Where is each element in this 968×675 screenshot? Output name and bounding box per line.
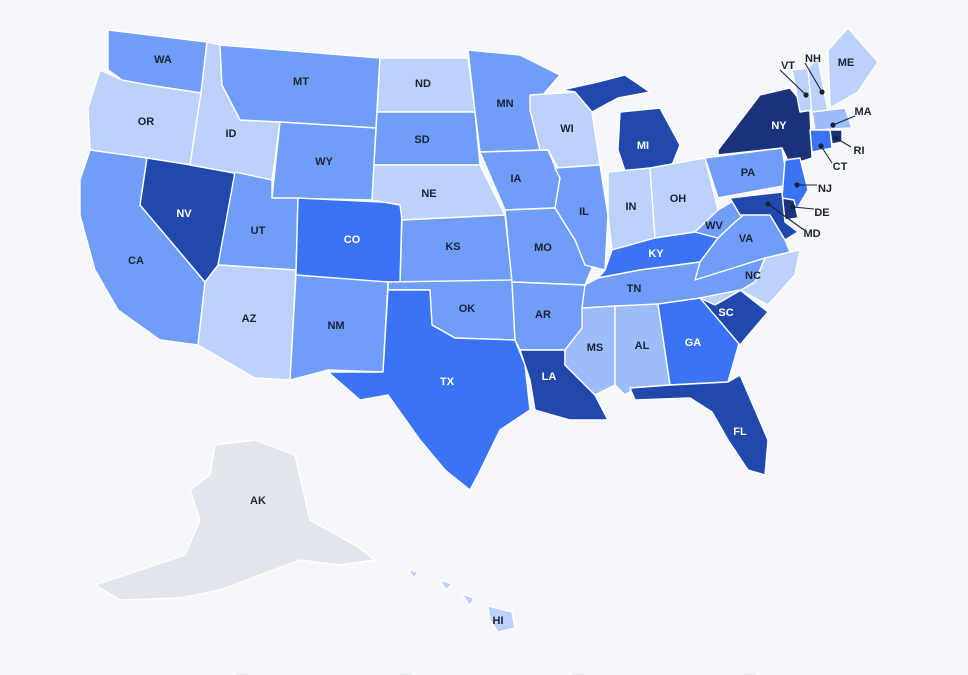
states-layer bbox=[79, 27, 879, 633]
callout-line-nh bbox=[804, 62, 823, 93]
callout-dot-md bbox=[765, 201, 771, 207]
callout-dot-de bbox=[790, 204, 796, 210]
state-nh[interactable] bbox=[807, 57, 829, 116]
callout-dot-ri bbox=[833, 135, 839, 141]
state-label-md: MD bbox=[803, 228, 820, 240]
state-pa[interactable] bbox=[704, 147, 789, 199]
state-label-de: DE bbox=[814, 207, 829, 219]
state-ma[interactable] bbox=[811, 107, 853, 131]
callout-dot-ma bbox=[830, 122, 836, 128]
callout-line-vt bbox=[779, 69, 807, 96]
callout-dot-vt bbox=[803, 92, 809, 98]
state-nd[interactable] bbox=[376, 57, 476, 113]
state-ct[interactable] bbox=[809, 129, 833, 153]
state-az[interactable] bbox=[197, 264, 297, 381]
callout-line-ri bbox=[835, 137, 852, 148]
state-ks[interactable] bbox=[399, 214, 513, 286]
state-il[interactable] bbox=[554, 164, 609, 271]
callouts-layer bbox=[765, 62, 856, 231]
callout-line-ma bbox=[832, 115, 856, 126]
state-label-ma: MA bbox=[854, 106, 871, 118]
state-nc[interactable] bbox=[699, 249, 801, 306]
state-co[interactable] bbox=[295, 197, 403, 286]
state-mt[interactable] bbox=[219, 44, 381, 129]
state-in[interactable] bbox=[607, 167, 656, 251]
state-md[interactable] bbox=[729, 191, 799, 241]
callout-line-md bbox=[767, 203, 805, 231]
callout-dot-ct bbox=[818, 143, 824, 149]
state-hi[interactable] bbox=[407, 569, 516, 633]
callout-line-ct bbox=[820, 145, 833, 164]
callout-dot-nj bbox=[794, 182, 800, 188]
state-ny[interactable] bbox=[717, 87, 813, 166]
callout-dot-nh bbox=[819, 89, 825, 95]
state-tx[interactable] bbox=[327, 289, 531, 491]
state-me[interactable] bbox=[827, 27, 879, 109]
state-fl[interactable] bbox=[629, 374, 769, 476]
state-label-nj: NJ bbox=[818, 183, 832, 195]
state-wy[interactable] bbox=[271, 121, 377, 201]
callout-line-de bbox=[792, 206, 815, 210]
state-sd[interactable] bbox=[373, 111, 481, 166]
state-label-ct: CT bbox=[833, 161, 848, 173]
state-label-ri: RI bbox=[854, 145, 865, 157]
state-ak[interactable] bbox=[94, 439, 376, 601]
state-nm[interactable] bbox=[289, 274, 389, 381]
